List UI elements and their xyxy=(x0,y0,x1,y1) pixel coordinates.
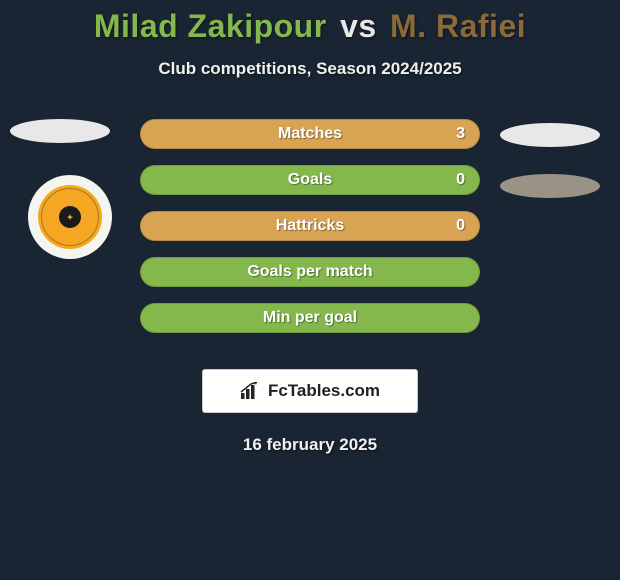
page-title: Milad Zakipour vs M. Rafiei xyxy=(0,0,620,45)
player2-silhouette xyxy=(500,123,600,147)
comparison-infographic: Milad Zakipour vs M. Rafiei Club competi… xyxy=(0,0,620,455)
stat-row-hattricks: Hattricks 0 xyxy=(140,211,480,241)
stat-value: 0 xyxy=(456,217,465,235)
player1-silhouette xyxy=(10,119,110,143)
stat-label: Goals per match xyxy=(247,263,372,281)
brand-text: FcTables.com xyxy=(268,381,380,401)
subtitle: Club competitions, Season 2024/2025 xyxy=(0,59,620,79)
player1-name: Milad Zakipour xyxy=(94,8,327,44)
stat-label: Matches xyxy=(278,125,342,143)
stat-row-min-per-goal: Min per goal xyxy=(140,303,480,333)
stat-label: Goals xyxy=(288,171,332,189)
stat-row-matches: Matches 3 xyxy=(140,119,480,149)
date-text: 16 february 2025 xyxy=(0,435,620,455)
club-crest-core: ✦ xyxy=(59,206,81,228)
player2-name: M. Rafiei xyxy=(390,8,526,44)
stat-value: 3 xyxy=(456,125,465,143)
brand-card: FcTables.com xyxy=(202,369,418,413)
vs-text: vs xyxy=(340,8,377,44)
club-crest: ✦ xyxy=(28,175,112,259)
stat-rows: Matches 3 Goals 0 Hattricks 0 Goals per … xyxy=(140,119,480,349)
stat-label: Min per goal xyxy=(263,309,357,327)
stat-label: Hattricks xyxy=(276,217,344,235)
stats-area: ✦ Matches 3 Goals 0 Hattricks 0 Goals pe… xyxy=(0,119,620,349)
player2-silhouette-shadow xyxy=(500,174,600,198)
stat-row-goals-per-match: Goals per match xyxy=(140,257,480,287)
stat-row-goals: Goals 0 xyxy=(140,165,480,195)
club-crest-ring: ✦ xyxy=(38,185,102,249)
bar-chart-icon xyxy=(240,382,262,400)
stat-value: 0 xyxy=(456,171,465,189)
